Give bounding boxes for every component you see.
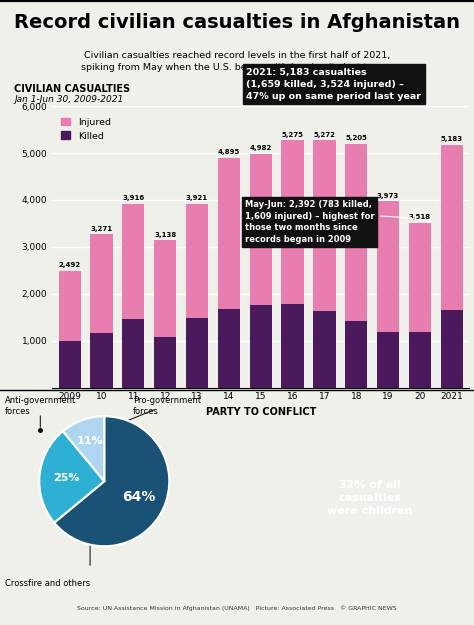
Text: CIVILIAN CASUALTIES: CIVILIAN CASUALTIES xyxy=(14,84,130,94)
Bar xyxy=(122,204,145,319)
Text: 5,275: 5,275 xyxy=(282,132,303,138)
Bar xyxy=(441,310,463,388)
Bar xyxy=(313,141,336,311)
Bar xyxy=(377,332,399,388)
Wedge shape xyxy=(63,416,104,481)
Bar xyxy=(249,154,272,305)
Text: 4,982: 4,982 xyxy=(250,146,272,151)
Bar xyxy=(441,144,463,310)
Legend: Injured, Killed: Injured, Killed xyxy=(57,114,114,144)
Text: Jan 1-Jun 30, 2009-2021: Jan 1-Jun 30, 2009-2021 xyxy=(14,95,123,104)
Text: Crossfire and others: Crossfire and others xyxy=(5,579,90,587)
Text: 5,205: 5,205 xyxy=(345,135,367,141)
Text: 5,272: 5,272 xyxy=(313,132,335,138)
Wedge shape xyxy=(54,416,169,546)
Text: 3,973: 3,973 xyxy=(377,192,399,199)
Bar xyxy=(122,319,145,388)
Text: 3,138: 3,138 xyxy=(154,232,176,238)
Bar xyxy=(218,158,240,309)
Text: 4,895: 4,895 xyxy=(218,149,240,156)
Wedge shape xyxy=(39,431,104,522)
Bar xyxy=(58,271,81,341)
X-axis label: PARTY TO CONFLICT: PARTY TO CONFLICT xyxy=(206,407,316,417)
Text: Pro-government
forces: Pro-government forces xyxy=(133,396,201,416)
Bar xyxy=(186,204,208,318)
Bar xyxy=(377,201,399,332)
Bar xyxy=(154,241,176,338)
Text: Record civilian casualties in Afghanistan: Record civilian casualties in Afghanista… xyxy=(14,12,460,32)
Text: 64%: 64% xyxy=(122,490,155,504)
Bar xyxy=(91,234,113,332)
Text: Source: UN Assistance Mission in Afghanistan (UNAMA)   Picture: Associated Press: Source: UN Assistance Mission in Afghani… xyxy=(77,605,397,611)
Text: 2021: 5,183 casualties
(1,659 killed, 3,524 injured) –
47% up on same period las: 2021: 5,183 casualties (1,659 killed, 3,… xyxy=(246,68,421,101)
Bar xyxy=(186,318,208,388)
Text: Anti-government
forces: Anti-government forces xyxy=(5,396,76,416)
Text: Civilian casualties reached record levels in the first half of 2021,
spiking fro: Civilian casualties reached record level… xyxy=(81,51,393,72)
Text: 5,183: 5,183 xyxy=(441,136,463,142)
Text: 3,916: 3,916 xyxy=(122,196,145,201)
Text: May-Jun: 2,392 (783 killed,
1,609 injured) – highest for
those two months since
: May-Jun: 2,392 (783 killed, 1,609 injure… xyxy=(245,200,432,244)
Bar xyxy=(91,332,113,388)
Text: 3,518: 3,518 xyxy=(409,214,431,220)
Bar xyxy=(282,304,304,388)
Bar xyxy=(249,305,272,388)
Bar xyxy=(218,309,240,388)
Text: 32% of all
casualties
were children: 32% of all casualties were children xyxy=(327,480,412,516)
Text: 25%: 25% xyxy=(54,472,80,482)
Bar xyxy=(409,222,431,332)
Text: 2,492: 2,492 xyxy=(59,262,81,268)
Bar xyxy=(282,140,304,304)
Bar xyxy=(58,341,81,388)
Bar xyxy=(345,321,367,388)
Bar xyxy=(154,338,176,388)
Bar xyxy=(313,311,336,388)
Bar xyxy=(409,332,431,388)
Bar xyxy=(345,144,367,321)
Text: 3,271: 3,271 xyxy=(91,226,112,232)
Text: 3,921: 3,921 xyxy=(186,195,208,201)
Text: 11%: 11% xyxy=(77,436,103,446)
